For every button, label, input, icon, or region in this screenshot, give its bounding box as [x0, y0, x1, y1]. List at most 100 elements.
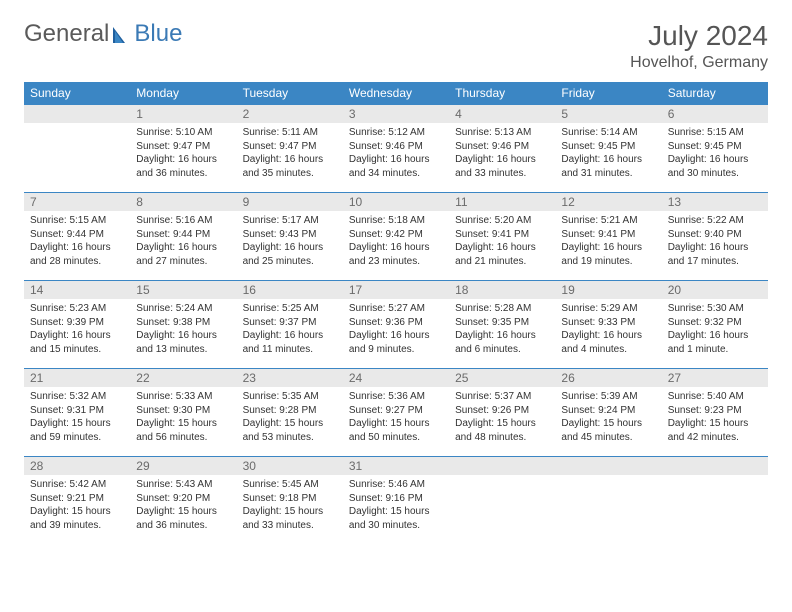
calendar-cell: 11Sunrise: 5:20 AMSunset: 9:41 PMDayligh…	[449, 193, 555, 281]
sunset-text: Sunset: 9:40 PM	[668, 228, 762, 242]
day-body: Sunrise: 5:16 AMSunset: 9:44 PMDaylight:…	[130, 211, 236, 272]
sunset-text: Sunset: 9:18 PM	[243, 492, 337, 506]
calendar-cell: 1Sunrise: 5:10 AMSunset: 9:47 PMDaylight…	[130, 105, 236, 193]
day-body: Sunrise: 5:24 AMSunset: 9:38 PMDaylight:…	[130, 299, 236, 360]
day-number: 9	[237, 193, 343, 211]
calendar-cell: 23Sunrise: 5:35 AMSunset: 9:28 PMDayligh…	[237, 369, 343, 457]
day-number: 26	[555, 369, 661, 387]
day-number: 25	[449, 369, 555, 387]
daylight2-text: and 25 minutes.	[243, 255, 337, 269]
day-body: Sunrise: 5:42 AMSunset: 9:21 PMDaylight:…	[24, 475, 130, 536]
day-number: 18	[449, 281, 555, 299]
daylight2-text: and 13 minutes.	[136, 343, 230, 357]
day-number-empty	[24, 105, 130, 123]
calendar-cell: 21Sunrise: 5:32 AMSunset: 9:31 PMDayligh…	[24, 369, 130, 457]
daylight2-text: and 31 minutes.	[561, 167, 655, 181]
daylight2-text: and 11 minutes.	[243, 343, 337, 357]
daylight1-text: Daylight: 16 hours	[349, 153, 443, 167]
day-number-empty	[555, 457, 661, 475]
day-body: Sunrise: 5:18 AMSunset: 9:42 PMDaylight:…	[343, 211, 449, 272]
day-number: 24	[343, 369, 449, 387]
day-body-empty	[555, 475, 661, 529]
sunrise-text: Sunrise: 5:25 AM	[243, 302, 337, 316]
sunrise-text: Sunrise: 5:33 AM	[136, 390, 230, 404]
brand-part1: General	[24, 20, 109, 48]
weekday-header: Saturday	[662, 82, 768, 105]
calendar-cell: 22Sunrise: 5:33 AMSunset: 9:30 PMDayligh…	[130, 369, 236, 457]
daylight1-text: Daylight: 15 hours	[455, 417, 549, 431]
sunset-text: Sunset: 9:24 PM	[561, 404, 655, 418]
day-body: Sunrise: 5:29 AMSunset: 9:33 PMDaylight:…	[555, 299, 661, 360]
calendar-cell: 27Sunrise: 5:40 AMSunset: 9:23 PMDayligh…	[662, 369, 768, 457]
sunset-text: Sunset: 9:43 PM	[243, 228, 337, 242]
sunrise-text: Sunrise: 5:36 AM	[349, 390, 443, 404]
day-body: Sunrise: 5:15 AMSunset: 9:45 PMDaylight:…	[662, 123, 768, 184]
sunrise-text: Sunrise: 5:13 AM	[455, 126, 549, 140]
day-body: Sunrise: 5:37 AMSunset: 9:26 PMDaylight:…	[449, 387, 555, 448]
daylight1-text: Daylight: 15 hours	[243, 505, 337, 519]
day-body-empty	[24, 123, 130, 177]
daylight1-text: Daylight: 16 hours	[30, 241, 124, 255]
sunrise-text: Sunrise: 5:24 AM	[136, 302, 230, 316]
daylight1-text: Daylight: 16 hours	[668, 153, 762, 167]
daylight2-text: and 27 minutes.	[136, 255, 230, 269]
calendar-cell: 20Sunrise: 5:30 AMSunset: 9:32 PMDayligh…	[662, 281, 768, 369]
calendar-cell: 10Sunrise: 5:18 AMSunset: 9:42 PMDayligh…	[343, 193, 449, 281]
sunrise-text: Sunrise: 5:23 AM	[30, 302, 124, 316]
calendar-cell: 31Sunrise: 5:46 AMSunset: 9:16 PMDayligh…	[343, 457, 449, 545]
daylight1-text: Daylight: 16 hours	[561, 241, 655, 255]
calendar-table: Sunday Monday Tuesday Wednesday Thursday…	[24, 82, 768, 545]
sunrise-text: Sunrise: 5:18 AM	[349, 214, 443, 228]
daylight2-text: and 33 minutes.	[243, 519, 337, 533]
day-number: 30	[237, 457, 343, 475]
day-number: 14	[24, 281, 130, 299]
calendar-cell	[24, 105, 130, 193]
day-number: 13	[662, 193, 768, 211]
sunset-text: Sunset: 9:47 PM	[136, 140, 230, 154]
daylight2-text: and 42 minutes.	[668, 431, 762, 445]
sunset-text: Sunset: 9:36 PM	[349, 316, 443, 330]
day-body: Sunrise: 5:36 AMSunset: 9:27 PMDaylight:…	[343, 387, 449, 448]
daylight1-text: Daylight: 15 hours	[136, 417, 230, 431]
daylight2-text: and 23 minutes.	[349, 255, 443, 269]
sunset-text: Sunset: 9:39 PM	[30, 316, 124, 330]
title-block: July 2024 Hovelhof, Germany	[630, 20, 768, 72]
daylight1-text: Daylight: 16 hours	[136, 241, 230, 255]
sunrise-text: Sunrise: 5:16 AM	[136, 214, 230, 228]
daylight1-text: Daylight: 15 hours	[668, 417, 762, 431]
weekday-header-row: Sunday Monday Tuesday Wednesday Thursday…	[24, 82, 768, 105]
brand-logo: General Blue	[24, 20, 182, 48]
day-body: Sunrise: 5:15 AMSunset: 9:44 PMDaylight:…	[24, 211, 130, 272]
sunrise-text: Sunrise: 5:20 AM	[455, 214, 549, 228]
calendar-cell: 18Sunrise: 5:28 AMSunset: 9:35 PMDayligh…	[449, 281, 555, 369]
daylight2-text: and 15 minutes.	[30, 343, 124, 357]
day-number: 4	[449, 105, 555, 123]
sunset-text: Sunset: 9:45 PM	[668, 140, 762, 154]
day-number: 17	[343, 281, 449, 299]
sunset-text: Sunset: 9:45 PM	[561, 140, 655, 154]
sunrise-text: Sunrise: 5:39 AM	[561, 390, 655, 404]
sunset-text: Sunset: 9:46 PM	[349, 140, 443, 154]
day-body: Sunrise: 5:13 AMSunset: 9:46 PMDaylight:…	[449, 123, 555, 184]
calendar-cell: 5Sunrise: 5:14 AMSunset: 9:45 PMDaylight…	[555, 105, 661, 193]
daylight1-text: Daylight: 16 hours	[455, 241, 549, 255]
calendar-cell: 19Sunrise: 5:29 AMSunset: 9:33 PMDayligh…	[555, 281, 661, 369]
daylight2-text: and 35 minutes.	[243, 167, 337, 181]
sunrise-text: Sunrise: 5:14 AM	[561, 126, 655, 140]
calendar-cell: 26Sunrise: 5:39 AMSunset: 9:24 PMDayligh…	[555, 369, 661, 457]
sunrise-text: Sunrise: 5:10 AM	[136, 126, 230, 140]
daylight2-text: and 36 minutes.	[136, 167, 230, 181]
day-body: Sunrise: 5:22 AMSunset: 9:40 PMDaylight:…	[662, 211, 768, 272]
day-body: Sunrise: 5:45 AMSunset: 9:18 PMDaylight:…	[237, 475, 343, 536]
day-number: 15	[130, 281, 236, 299]
sunset-text: Sunset: 9:31 PM	[30, 404, 124, 418]
day-number: 16	[237, 281, 343, 299]
sunrise-text: Sunrise: 5:43 AM	[136, 478, 230, 492]
sunset-text: Sunset: 9:21 PM	[30, 492, 124, 506]
calendar-cell: 16Sunrise: 5:25 AMSunset: 9:37 PMDayligh…	[237, 281, 343, 369]
calendar-cell: 3Sunrise: 5:12 AMSunset: 9:46 PMDaylight…	[343, 105, 449, 193]
weekday-header: Sunday	[24, 82, 130, 105]
calendar-cell: 14Sunrise: 5:23 AMSunset: 9:39 PMDayligh…	[24, 281, 130, 369]
brand-part2: Blue	[134, 20, 182, 48]
sunrise-text: Sunrise: 5:30 AM	[668, 302, 762, 316]
